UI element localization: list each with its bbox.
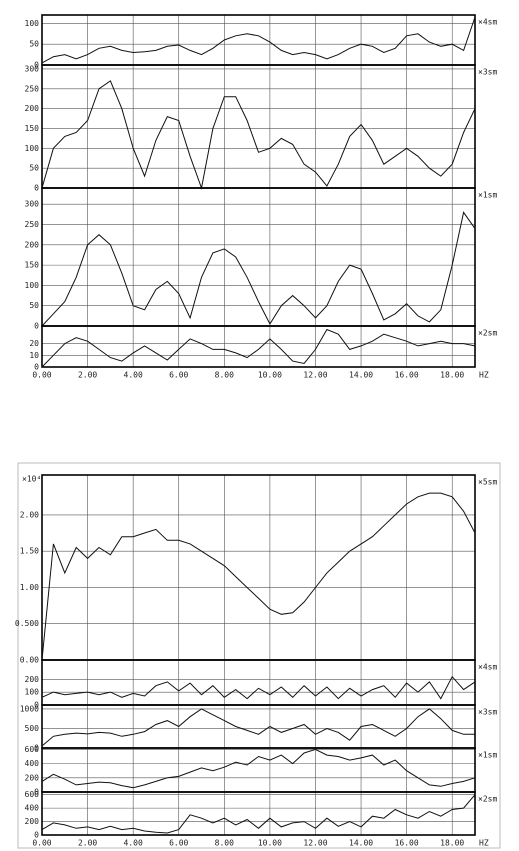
x-tick-label: 18.00 (440, 371, 464, 380)
y-tick-label: 1.50 (20, 547, 39, 556)
y-tick-label: 100 (25, 19, 40, 28)
multiplier: ×10⁴ (22, 475, 41, 484)
panel-frame (41, 704, 476, 749)
y-tick-label: 150 (25, 124, 40, 133)
trace (41, 211, 476, 327)
trace (41, 675, 476, 700)
y-tick-label: 1000 (20, 704, 39, 713)
x-tick-label: 14.00 (349, 371, 373, 380)
trace (41, 748, 476, 789)
y-tick-label: 50 (29, 164, 39, 173)
trace (41, 80, 476, 190)
trace (41, 16, 476, 64)
x-tick-label: 2.00 (78, 839, 97, 848)
figure-frame (17, 462, 501, 849)
panel-frame (41, 187, 476, 327)
panel-name: ×3sm (478, 708, 497, 717)
x-tick-label: 8.00 (215, 839, 234, 848)
x-tick-label: 0.00 (32, 839, 51, 848)
panel-name: ×4sm (478, 18, 497, 27)
y-tick-label: 250 (25, 220, 40, 229)
x-tick-label: 6.00 (169, 371, 188, 380)
y-tick-label: 20 (29, 339, 39, 348)
x-tick-label: 8.00 (215, 371, 234, 380)
panel-frame (41, 659, 476, 706)
x-tick-label: 16.00 (395, 839, 419, 848)
y-tick-label: 200 (25, 675, 40, 684)
x-tick-label: 2.00 (78, 371, 97, 380)
y-tick-label: 400 (25, 804, 40, 813)
y-tick-label: 400 (25, 759, 40, 768)
y-tick-label: 200 (25, 773, 40, 782)
y-tick-label: 0 (34, 788, 39, 797)
y-tick-label: 0 (34, 831, 39, 840)
x-tick-label: 4.00 (124, 839, 143, 848)
x-axis-label: HZ (479, 839, 489, 848)
trace (41, 794, 476, 834)
panel-frame (41, 14, 476, 66)
y-tick-label: 0 (34, 363, 39, 372)
y-tick-label: 1.00 (20, 583, 39, 592)
y-tick-label: 0.00 (20, 656, 39, 665)
y-tick-label: 50 (29, 40, 39, 49)
x-tick-label: 14.00 (349, 839, 373, 848)
y-tick-label: 200 (25, 240, 40, 249)
y-tick-label: 2.00 (20, 510, 39, 519)
panel-name: ×1sm (478, 191, 497, 200)
x-tick-label: 18.00 (440, 839, 464, 848)
y-tick-label: 250 (25, 84, 40, 93)
y-tick-label: 150 (25, 261, 40, 270)
y-tick-label: 100 (25, 144, 40, 153)
panel-name: ×3sm (478, 68, 497, 77)
y-tick-label: 0.500 (15, 619, 39, 628)
panel-name: ×5sm (478, 478, 497, 487)
x-tick-label: 6.00 (169, 839, 188, 848)
x-tick-label: 12.00 (303, 839, 327, 848)
x-tick-label: 4.00 (124, 371, 143, 380)
panel-name: ×4sm (478, 663, 497, 672)
panel-name: ×2sm (478, 795, 497, 804)
panel-frame (41, 474, 476, 661)
y-tick-label: 200 (25, 817, 40, 826)
x-tick-label: 10.00 (258, 371, 282, 380)
trace (41, 708, 475, 747)
y-tick-label: 0 (34, 744, 39, 753)
y-tick-label: 10 (29, 351, 39, 360)
y-tick-label: 300 (25, 200, 40, 209)
y-tick-label: 0 (34, 61, 39, 70)
y-tick-label: 0 (34, 322, 39, 331)
x-tick-label: 12.00 (303, 371, 327, 380)
y-tick-label: 100 (25, 688, 40, 697)
x-tick-label: 0.00 (32, 371, 51, 380)
x-tick-label: 10.00 (258, 839, 282, 848)
y-tick-label: 0 (34, 701, 39, 710)
panel-frame (41, 325, 476, 368)
panel-frame (41, 747, 476, 793)
y-tick-label: 600 (25, 790, 40, 799)
y-tick-label: 200 (25, 104, 40, 113)
panel-frame (41, 791, 476, 836)
trace (41, 328, 476, 368)
x-axis-label: HZ (479, 371, 489, 380)
y-tick-label: 50 (29, 301, 39, 310)
trace (41, 492, 476, 661)
panel-name: ×2sm (478, 329, 497, 338)
panel-name: ×1sm (478, 751, 497, 760)
y-tick-label: 0 (34, 184, 39, 193)
y-tick-label: 600 (25, 745, 40, 754)
y-tick-label: 500 (25, 724, 40, 733)
x-tick-label: 16.00 (395, 371, 419, 380)
y-tick-label: 100 (25, 281, 40, 290)
y-tick-label: 300 (25, 64, 40, 73)
